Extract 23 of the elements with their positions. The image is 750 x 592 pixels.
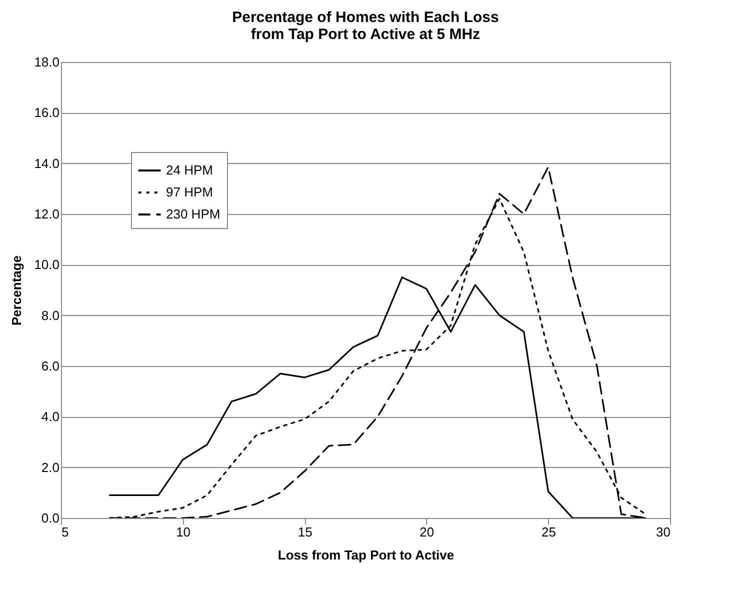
y-tick-label: 12.0 [34, 206, 60, 222]
y-axis-title: Percentage [9, 255, 24, 326]
x-tick-label: 25 [541, 524, 556, 540]
y-tick-label: 6.0 [41, 358, 60, 374]
x-tick-label: 10 [176, 524, 191, 540]
x-tick-label: 20 [420, 524, 434, 540]
x-axis-title: Loss from Tap Port to Active [278, 548, 454, 562]
legend-label: 24 HPM [166, 162, 213, 178]
x-tick-label: 15 [298, 524, 312, 540]
y-tick-label: 8.0 [41, 308, 60, 323]
y-tick-label: 18.0 [34, 54, 60, 70]
x-tick-label: 30 [656, 524, 670, 540]
y-tick-label: 0.0 [41, 510, 60, 526]
y-tick-label: 14.0 [34, 156, 60, 171]
legend-label: 97 HPM [166, 184, 213, 200]
text: Percentage of Homes with Each Loss [232, 9, 499, 26]
text: from Tap Port to Active at 5 MHz [250, 26, 480, 43]
y-tick-label: 16.0 [34, 105, 60, 120]
y-tick-label: 2.0 [41, 460, 60, 475]
y-tick-label: 4.0 [41, 409, 60, 424]
x-tick-label: 5 [62, 524, 69, 540]
y-tick-label: 10.0 [34, 257, 60, 272]
legend-label: 230 HPM [166, 206, 220, 222]
